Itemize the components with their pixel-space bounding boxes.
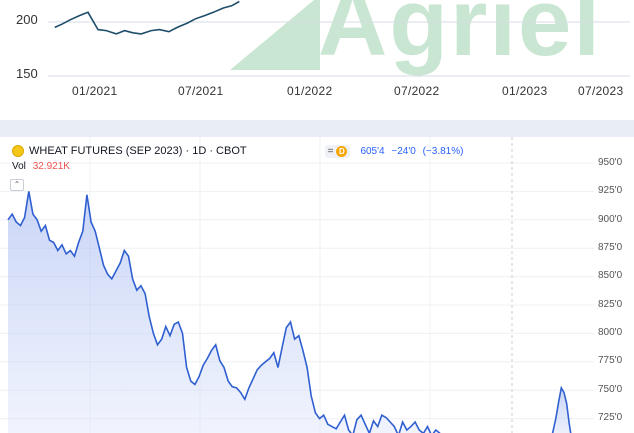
symbol-title: WHEAT FUTURES (SEP 2023) · 1D · CBOT bbox=[29, 145, 247, 157]
top-x-tick: 01/2021 bbox=[72, 84, 118, 98]
dividend-badge-icon: D bbox=[336, 145, 348, 157]
price-area-fill bbox=[548, 387, 572, 433]
price-axis-tick: 750'0 bbox=[598, 384, 623, 395]
price-axis-tick: 925'0 bbox=[598, 185, 623, 196]
top-chart-panel: Agriel 200 150 01/2021 07/2021 01/2022 0… bbox=[0, 0, 634, 120]
visibility-toggle[interactable]: = D bbox=[324, 144, 351, 158]
wheat-chart-svg bbox=[0, 137, 594, 433]
equals-icon: = bbox=[327, 145, 334, 157]
top-y-tick: 150 bbox=[16, 66, 38, 81]
top-x-tick: 01/2023 bbox=[502, 84, 548, 98]
price-axis-tick: 875'0 bbox=[598, 242, 623, 253]
price-series-line bbox=[7, 191, 441, 433]
symbol-logo-icon bbox=[12, 145, 24, 157]
price-axis-tick: 800'0 bbox=[598, 327, 623, 338]
agriel-watermark: Agriel bbox=[318, 0, 603, 76]
watermark-shape bbox=[230, 0, 320, 70]
volume-label: Vol bbox=[12, 161, 26, 172]
last-price: 605'4 bbox=[360, 145, 385, 157]
price-axis-tick: 850'0 bbox=[598, 270, 623, 281]
price-change-pct: (−3.81%) bbox=[422, 145, 464, 157]
top-x-tick: 07/2022 bbox=[394, 84, 440, 98]
top-x-tick: 01/2022 bbox=[287, 84, 333, 98]
collapse-legend-button[interactable]: ⌃ bbox=[10, 179, 24, 191]
wheat-futures-chart-panel: WHEAT FUTURES (SEP 2023) · 1D · CBOT = D… bbox=[0, 137, 634, 433]
price-change: −24'0 bbox=[391, 145, 416, 157]
price-axis-tick: 950'0 bbox=[598, 157, 623, 168]
chart-legend: WHEAT FUTURES (SEP 2023) · 1D · CBOT = D… bbox=[12, 143, 467, 159]
top-y-tick: 200 bbox=[16, 12, 38, 27]
top-x-tick: 07/2021 bbox=[178, 84, 224, 98]
price-area-fill bbox=[8, 191, 440, 433]
price-values: 605'4 −24'0 (−3.81%) bbox=[360, 146, 467, 157]
price-axis-tick: 825'0 bbox=[598, 299, 623, 310]
top-chart-svg bbox=[48, 0, 630, 77]
price-axis-tick: 775'0 bbox=[598, 355, 623, 366]
price-axis-tick: 725'0 bbox=[598, 412, 623, 423]
top-series-line bbox=[54, 0, 240, 35]
volume-value: 32.921K bbox=[32, 161, 70, 172]
price-axis-tick: 900'0 bbox=[598, 214, 623, 225]
volume-legend: Vol 32.921K bbox=[12, 161, 70, 172]
top-x-tick: 07/2023 bbox=[578, 84, 624, 98]
price-series-line bbox=[551, 385, 572, 433]
